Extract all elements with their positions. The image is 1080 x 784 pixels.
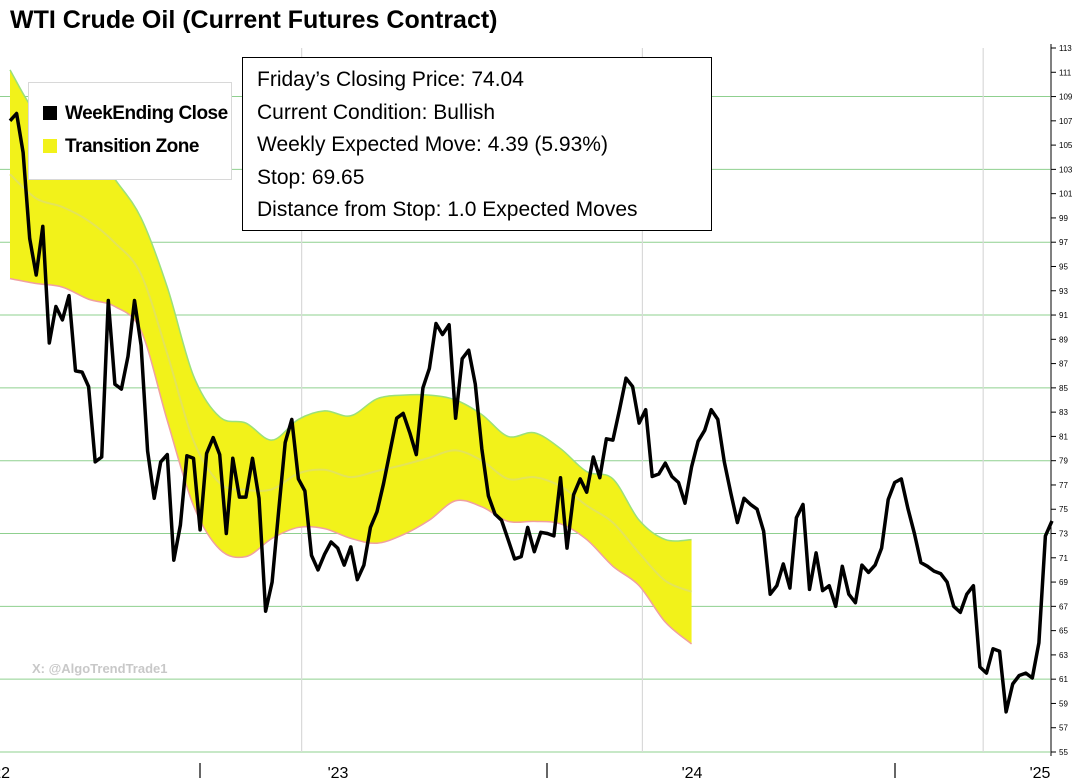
transition-zone-upper-edge [9, 69, 692, 542]
y-tick-label: 73 [1059, 530, 1068, 539]
y-tick-label: 101 [1059, 190, 1073, 199]
y-tick-label: 93 [1059, 287, 1068, 296]
expected-move-text: Weekly Expected Move: 4.39 (5.93%) [257, 133, 608, 156]
condition-text: Current Condition: Bullish [257, 100, 496, 124]
weekending-close-line [8, 111, 1054, 714]
legend-item-close: WeekEnding Close [43, 103, 228, 125]
x-tick-label: '22 [0, 765, 10, 782]
y-tick-label: 55 [1059, 748, 1068, 757]
legend-label-zone: Transition Zone [65, 136, 199, 157]
y-tick-label: 83 [1059, 408, 1068, 417]
y-tick-label: 63 [1059, 651, 1068, 660]
x-tick-label: '25 [1030, 765, 1051, 782]
x-tick-label: '23 [328, 765, 349, 782]
y-tick-label: 65 [1059, 627, 1068, 636]
distance-text: Distance from Stop: 1.0 Expected Moves [257, 198, 638, 221]
watermark: X: @AlgoTrendTrade1 [32, 661, 168, 676]
y-tick-label: 61 [1059, 675, 1068, 684]
legend-label-close: WeekEnding Close [65, 103, 228, 124]
y-tick-label: 77 [1059, 481, 1068, 490]
y-tick-label: 67 [1059, 602, 1068, 611]
legend-swatch-zone [43, 139, 57, 153]
transition-zone [9, 69, 693, 645]
y-tick-label: 69 [1059, 578, 1068, 587]
y-tick-label: 57 [1059, 724, 1068, 733]
y-tick-label: 107 [1059, 117, 1073, 126]
x-axis: '22 '23 '24 '25 [0, 763, 1051, 782]
y-tick-label: 97 [1059, 238, 1068, 247]
weekending-close-series [8, 111, 1054, 714]
y-tick-label: 111 [1059, 68, 1072, 77]
y-tick-label: 103 [1059, 165, 1073, 174]
x-tick-label: '24 [682, 765, 703, 782]
legend-swatch-close [43, 106, 57, 120]
y-tick-label: 95 [1059, 262, 1068, 271]
y-tick-label: 59 [1059, 699, 1068, 708]
y-tick-label: 89 [1059, 335, 1068, 344]
y-tick-label: 79 [1059, 457, 1068, 466]
y-tick-label: 87 [1059, 360, 1068, 369]
y-tick-label: 85 [1059, 384, 1068, 393]
y-tick-label: 99 [1059, 214, 1068, 223]
transition-zone-lower-edge [9, 277, 693, 645]
chart-title: WTI Crude Oil (Current Futures Contract) [10, 6, 498, 34]
y-tick-label: 109 [1059, 93, 1073, 102]
y-tick-label: 75 [1059, 505, 1068, 514]
legend: WeekEnding Close Transition Zone [28, 82, 232, 180]
closing-price-text: Friday’s Closing Price: 74.04 [257, 68, 524, 91]
legend-item-zone: Transition Zone [43, 136, 199, 158]
y-tick-label: 91 [1059, 311, 1068, 320]
y-axis: 55 57 59 61 63 65 67 69 71 73 75 77 79 81 83 85 87 89 91 93… [1050, 44, 1073, 757]
info-box: Friday’s Closing Price: 74.04 Current Co… [242, 57, 712, 231]
stop-text: Stop: 69.65 [257, 165, 365, 189]
y-tick-label: 113 [1059, 44, 1072, 53]
y-tick-label: 81 [1059, 432, 1068, 441]
transition-zone-fill [10, 69, 692, 644]
transition-zone-midline [9, 173, 692, 593]
y-tick-label: 71 [1059, 554, 1068, 563]
y-tick-label: 105 [1059, 141, 1073, 150]
